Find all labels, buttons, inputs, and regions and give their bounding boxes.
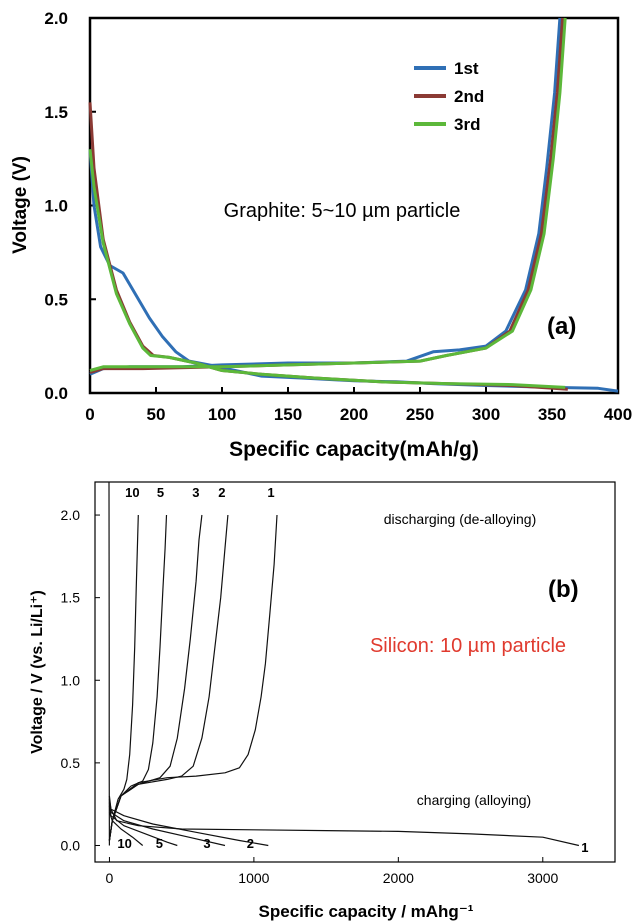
x-tick-label: 0: [106, 870, 114, 886]
cycle-label-top: 10: [125, 485, 139, 500]
y-axis-label: Voltage / V (vs. Li/Li⁺): [29, 590, 46, 754]
x-tick-label: 50: [147, 405, 166, 424]
series-2nd-charge-line: [88, 102, 568, 391]
y-tick-label: 1.5: [44, 103, 68, 122]
series-3rd-charge-line: [88, 149, 566, 389]
series-2nd-discharge-line: [89, 17, 565, 374]
cycle-10-charge-line: [108, 812, 144, 846]
legend-label: 1st: [454, 59, 479, 78]
cycle-label-bottom: 3: [203, 836, 210, 851]
y-tick-label: 2.0: [61, 507, 81, 523]
panel-label-b: (b): [548, 576, 579, 603]
y-tick-label: 0.0: [61, 837, 81, 853]
x-tick-label: 1000: [238, 870, 269, 886]
cycle-10-discharge-line: [108, 514, 139, 841]
cycle-5-discharge-line: [108, 514, 168, 841]
series-1st-discharge-line: [89, 17, 562, 376]
x-tick-label: 350: [538, 405, 566, 424]
x-tick-label: 3000: [527, 870, 558, 886]
cycle-1-charge-line: [108, 795, 580, 847]
cycle-label-bottom: 5: [156, 836, 163, 851]
cycle-2-charge-line: [108, 799, 269, 847]
x-tick-label: 100: [208, 405, 236, 424]
cycle-label-top: 1: [267, 485, 274, 500]
x-tick-label: 150: [274, 405, 302, 424]
series-1st-charge-line: [88, 149, 619, 393]
material-annotation: Silicon: 10 µm particle: [370, 635, 566, 657]
cycle-label-top: 2: [218, 485, 225, 500]
x-tick-label: 200: [340, 405, 368, 424]
series-3rd-discharge-line: [89, 17, 567, 372]
x-axis-label: Specific capacity / mAhg⁻¹: [259, 902, 474, 921]
cycle-1-discharge-line: [108, 514, 278, 841]
x-tick-label: 0: [85, 405, 94, 424]
plot-frame-b: [94, 481, 616, 863]
charging-label: charging (alloying): [417, 792, 531, 808]
legend-label: 2nd: [454, 87, 484, 106]
chart-a: 0 50 100 150 200 250 300 350 400 0.0 0.5 1.0 1.5 2.0 S…: [10, 9, 632, 461]
cycle-label-top: 5: [157, 485, 164, 500]
y-tick-label: 2.0: [44, 9, 68, 28]
y-tick-label: 1.5: [61, 590, 81, 606]
x-tick-label: 300: [472, 405, 500, 424]
cycle-label-top: 3: [192, 485, 199, 500]
panel-label-a: (a): [547, 313, 576, 340]
cycle-5-charge-line: [108, 805, 178, 847]
cycle-label-bottom: 10: [117, 836, 131, 851]
x-tick-label: 250: [406, 405, 434, 424]
y-tick-label: 0.5: [61, 755, 81, 771]
y-tick-label: 1.0: [44, 197, 68, 216]
y-tick-label: 1.0: [61, 672, 81, 688]
x-tick-label: 2000: [383, 870, 414, 886]
y-tick-label: 0.0: [44, 384, 68, 403]
x-axis-label: Specific capacity(mAh/g): [229, 438, 479, 461]
cycle-label-bottom: 2: [247, 836, 254, 851]
legend-label: 3rd: [454, 115, 480, 134]
cycle-label-bottom: 1: [581, 840, 588, 855]
y-tick-label: 0.5: [44, 290, 68, 309]
cycle-3-discharge-line: [108, 514, 203, 841]
discharging-label: discharging (de-alloying): [384, 511, 537, 527]
material-annotation: Graphite: 5~10 µm particle: [224, 200, 461, 222]
legend: 1st 2nd 3rd: [414, 59, 484, 134]
x-tick-label: 400: [604, 405, 632, 424]
chart-b: 0 1000 2000 3000 0.0 0.5 1.0 1.5 2.0 Specific cap…: [29, 481, 616, 921]
y-axis-label: Voltage (V): [10, 156, 31, 254]
